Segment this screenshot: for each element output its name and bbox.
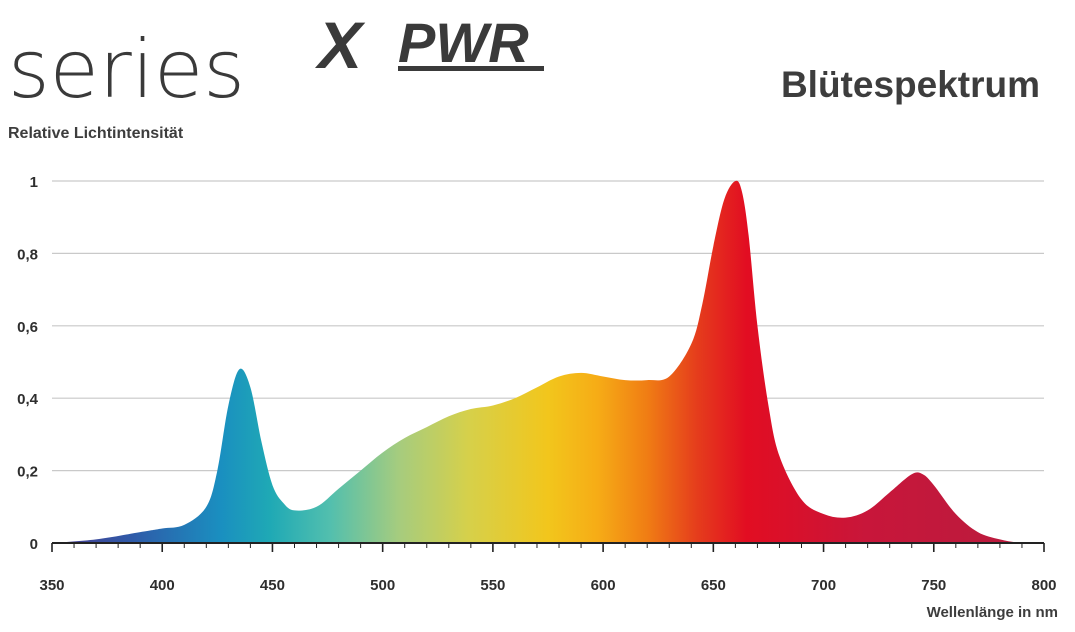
- x-tick-label: 550: [480, 577, 505, 594]
- logo: series X PWR: [8, 8, 544, 116]
- x-tick-label: 600: [591, 577, 616, 594]
- axes: [51, 542, 1045, 552]
- y-tick-label: 0,6: [17, 319, 38, 336]
- y-tick-label: 0: [30, 536, 38, 553]
- x-tick-label: 700: [811, 577, 836, 594]
- x-tick-labels: 350 400 450 500 550 600 650 700 750 800: [39, 577, 1056, 594]
- x-tick-label: 800: [1031, 577, 1056, 594]
- x-tick-label: 450: [260, 577, 285, 594]
- y-axis-label: Relative Lichtintensität: [8, 125, 184, 142]
- y-tick-label: 0,8: [17, 246, 38, 263]
- chart-title: Blütespektrum: [781, 64, 1040, 105]
- y-tick-label: 0,2: [17, 464, 38, 481]
- x-tick-label: 500: [370, 577, 395, 594]
- x-tick-label: 750: [921, 577, 946, 594]
- x-tick-label: 650: [701, 577, 726, 594]
- y-tick-label: 0,4: [17, 391, 39, 408]
- y-tick-labels: 0 0,2 0,4 0,6 0,8 1: [17, 174, 39, 553]
- logo-pwr-text: PWR: [398, 11, 529, 74]
- x-axis-label: Wellenlänge in nm: [927, 604, 1058, 621]
- y-tick-label: 1: [30, 174, 38, 191]
- grid-lines: [52, 180, 1044, 472]
- x-tick-label: 400: [150, 577, 175, 594]
- logo-x-text: X: [314, 8, 366, 82]
- spectrum-area: [52, 180, 1044, 544]
- x-tick-label: 350: [39, 577, 64, 594]
- logo-pwr-underline: [398, 66, 544, 71]
- logo-series-text: series: [8, 23, 245, 116]
